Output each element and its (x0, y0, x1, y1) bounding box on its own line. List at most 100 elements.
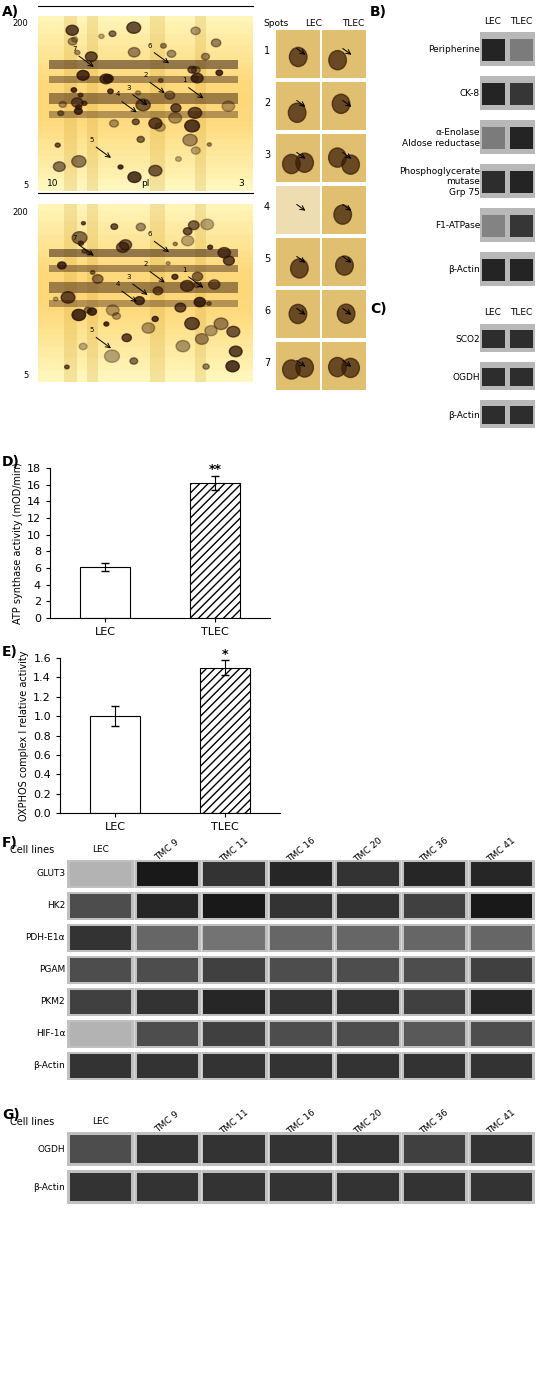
Text: D): D) (2, 456, 20, 469)
Circle shape (329, 358, 346, 376)
Bar (482, 39, 505, 61)
Circle shape (167, 50, 176, 57)
Circle shape (103, 75, 113, 82)
Bar (38, 15, 253, 22)
Text: Phosphoglycerate
mutase
Grp 75: Phosphoglycerate mutase Grp 75 (399, 167, 480, 196)
Text: 4: 4 (264, 202, 270, 212)
Circle shape (122, 334, 131, 341)
Bar (137, 894, 198, 918)
Text: PGAM: PGAM (39, 965, 65, 975)
Circle shape (192, 74, 203, 82)
Bar (38, 263, 253, 269)
Bar (404, 1022, 465, 1046)
Bar (38, 138, 253, 145)
Circle shape (214, 318, 228, 330)
Bar (87, 15, 98, 191)
Circle shape (79, 343, 87, 350)
Circle shape (191, 26, 200, 35)
Text: β-Actin: β-Actin (33, 1061, 65, 1070)
Circle shape (109, 31, 116, 36)
Bar (38, 57, 253, 63)
Circle shape (106, 305, 119, 315)
Bar (510, 405, 534, 423)
Circle shape (291, 259, 308, 279)
Bar (137, 1135, 198, 1163)
Text: TMC 11: TMC 11 (218, 1107, 250, 1137)
Bar (38, 305, 253, 311)
Bar (38, 358, 253, 364)
Bar (38, 352, 253, 358)
Circle shape (195, 334, 208, 344)
Bar (404, 1173, 465, 1201)
Bar (70, 1055, 131, 1078)
Bar (510, 127, 534, 149)
Text: OGDH: OGDH (37, 1145, 65, 1153)
Circle shape (152, 316, 158, 322)
Bar (38, 252, 253, 258)
Bar (49, 248, 238, 258)
Bar (38, 68, 253, 74)
Text: 2: 2 (264, 98, 270, 109)
Circle shape (227, 326, 240, 337)
Bar (510, 368, 534, 386)
Bar (482, 259, 505, 281)
Text: 7: 7 (264, 358, 270, 368)
Bar (204, 990, 265, 1014)
Circle shape (137, 137, 144, 142)
Bar (38, 210, 253, 216)
Text: HIF-1α: HIF-1α (36, 1029, 65, 1039)
Circle shape (183, 134, 197, 146)
Bar (38, 311, 253, 316)
Bar (510, 259, 534, 281)
Circle shape (91, 270, 95, 274)
Circle shape (77, 71, 89, 81)
Bar (482, 330, 505, 348)
Bar (38, 276, 253, 281)
Bar (510, 171, 534, 192)
Bar (38, 156, 253, 162)
Bar (38, 81, 253, 86)
Text: 5: 5 (23, 181, 28, 189)
Text: 3: 3 (264, 150, 270, 160)
Bar (270, 1055, 332, 1078)
Bar (482, 171, 505, 192)
Bar (38, 132, 253, 138)
Bar (38, 162, 253, 167)
Bar (510, 330, 534, 348)
Circle shape (100, 74, 112, 84)
Text: TMC 41: TMC 41 (486, 1107, 517, 1137)
Circle shape (149, 118, 162, 128)
Bar (337, 1022, 399, 1046)
Text: Spots: Spots (264, 18, 289, 28)
Bar (510, 82, 534, 104)
Bar (510, 39, 534, 61)
Bar (204, 1135, 265, 1163)
Bar (38, 22, 253, 28)
Circle shape (72, 156, 86, 167)
Bar (38, 299, 253, 305)
Circle shape (142, 323, 154, 333)
Text: PDH-E1α: PDH-E1α (25, 933, 65, 943)
Circle shape (176, 156, 181, 162)
Text: C): C) (370, 302, 387, 316)
Bar (70, 1135, 131, 1163)
Circle shape (78, 93, 83, 98)
Bar (270, 1135, 332, 1163)
Text: TMC 16: TMC 16 (285, 1107, 317, 1137)
Bar (38, 334, 253, 340)
Bar (38, 234, 253, 240)
Bar (204, 1055, 265, 1078)
Text: **: ** (208, 462, 221, 476)
Bar (38, 33, 253, 39)
Circle shape (192, 67, 200, 74)
Bar (49, 75, 238, 82)
Circle shape (112, 312, 120, 319)
Text: 5: 5 (90, 137, 94, 143)
Bar (337, 1173, 399, 1201)
Circle shape (78, 241, 84, 245)
Text: 10: 10 (46, 180, 58, 188)
Text: LEC: LEC (484, 17, 501, 26)
Circle shape (172, 274, 178, 279)
Circle shape (289, 47, 307, 67)
Bar (471, 862, 532, 886)
